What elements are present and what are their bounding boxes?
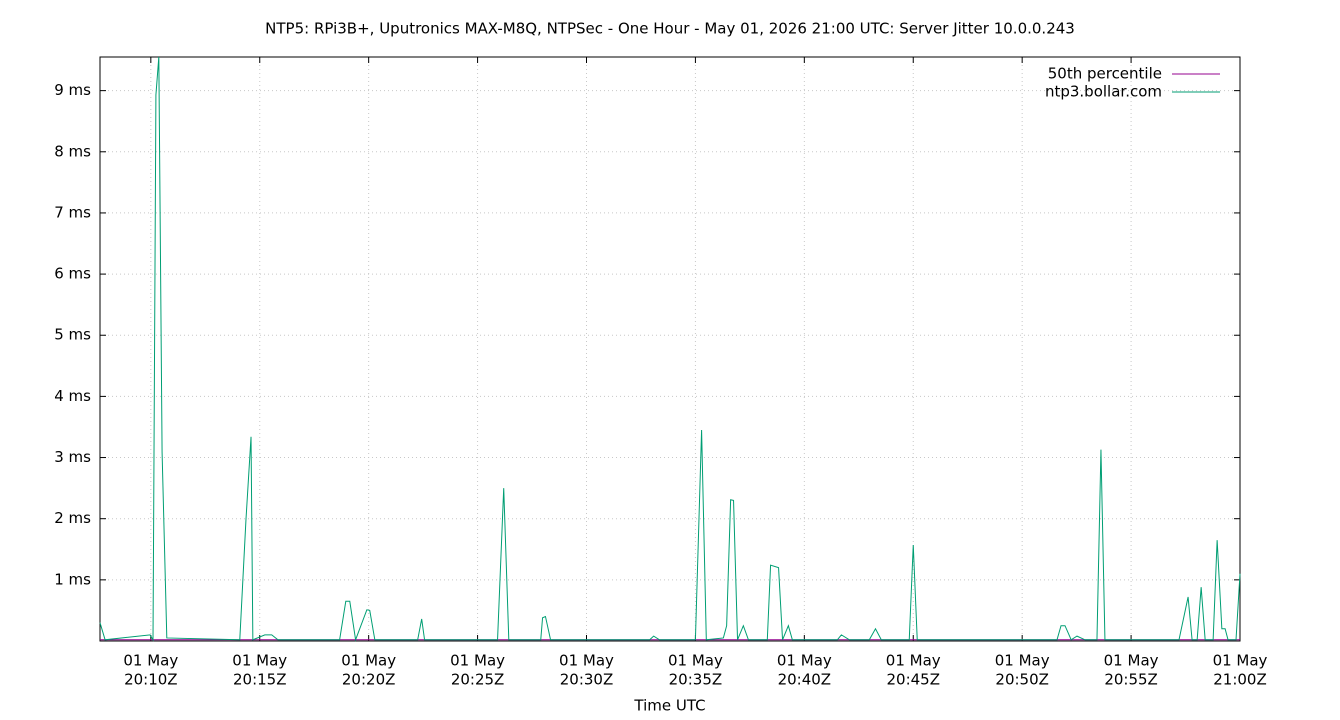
y-tick-label: 4 ms — [54, 387, 91, 405]
plot-frame — [99, 56, 1241, 642]
legend-label: 50th percentile — [1048, 65, 1162, 83]
x-tick-label: 20:35Z — [669, 671, 723, 689]
x-tick-label: 01 May — [559, 652, 614, 670]
x-tick-label: 01 May — [1104, 652, 1159, 670]
legend-label: ntp3.bollar.com — [1045, 83, 1162, 101]
x-tick-label: 20:25Z — [451, 671, 505, 689]
x-tick-label: 20:50Z — [995, 671, 1049, 689]
x-tick-label: 20:45Z — [886, 671, 940, 689]
x-tick-label: 01 May — [668, 652, 723, 670]
x-tick-label: 01 May — [232, 652, 287, 670]
x-tick-label: 20:20Z — [342, 671, 396, 689]
x-tick-label: 01 May — [450, 652, 505, 670]
y-tick-label: 1 ms — [54, 570, 91, 588]
x-tick-label: 20:15Z — [233, 671, 287, 689]
x-tick-label: 20:30Z — [560, 671, 614, 689]
y-tick-label: 5 ms — [54, 326, 91, 344]
x-tick-label: 20:55Z — [1104, 671, 1158, 689]
x-tick-label: 21:00Z — [1213, 671, 1267, 689]
y-tick-label: 9 ms — [54, 81, 91, 99]
y-tick-label: 3 ms — [54, 448, 91, 466]
y-tick-label: 6 ms — [54, 265, 91, 283]
y-tick-label: 7 ms — [54, 203, 91, 221]
y-tick-label: 8 ms — [54, 142, 91, 160]
x-tick-label: 01 May — [123, 652, 178, 670]
x-axis-label: Time UTC — [633, 697, 705, 715]
x-tick-label: 20:40Z — [778, 671, 832, 689]
x-tick-label: 20:10Z — [124, 671, 178, 689]
x-tick-label: 01 May — [341, 652, 396, 670]
chart-title: NTP5: RPi3B+, Uputronics MAX-M8Q, NTPSec… — [265, 20, 1075, 38]
x-tick-label: 01 May — [1213, 652, 1268, 670]
x-tick-label: 01 May — [777, 652, 832, 670]
y-tick-label: 2 ms — [54, 509, 91, 527]
x-tick-label: 01 May — [995, 652, 1050, 670]
series-line — [99, 56, 1241, 642]
x-tick-label: 01 May — [886, 652, 941, 670]
